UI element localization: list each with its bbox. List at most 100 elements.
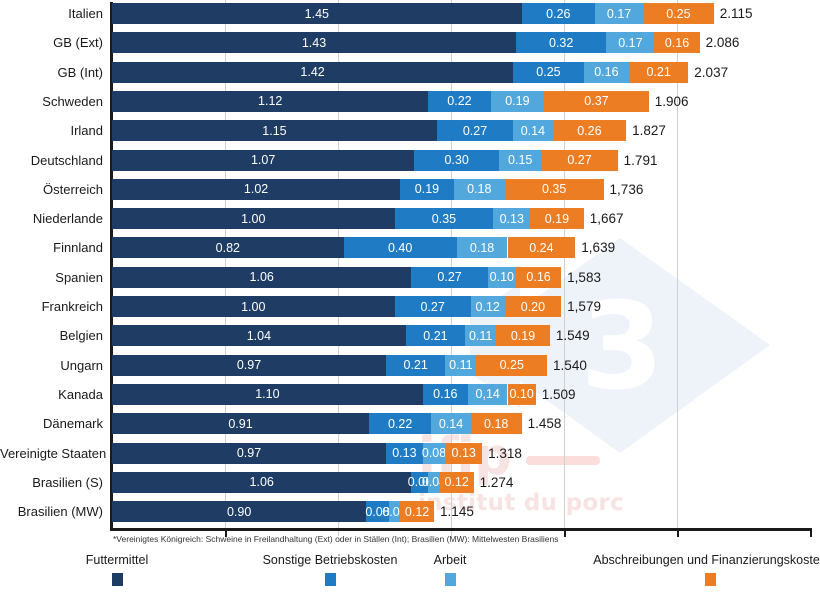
bar-total-label: 1,579 (567, 299, 601, 314)
bar-segment: 1.43 (112, 32, 516, 54)
bar-segment-value: 0.16 (526, 270, 551, 285)
bar-segment: 0.14 (431, 413, 471, 435)
bar-segment-value: 0.22 (447, 94, 472, 109)
bar-total-label: 1.318 (488, 445, 522, 461)
bar-segment-value: 0.32 (548, 35, 574, 50)
category-label: Irland (70, 123, 103, 139)
category-label: Österreich (43, 181, 103, 197)
bar-segment: 1.00 (112, 296, 395, 317)
bar-segment-value: 0.19 (414, 182, 440, 197)
bar-segment: 0,14 (467, 383, 508, 405)
bar-segment-value: 1.00 (241, 299, 266, 314)
bar-segment: 0.26 (521, 3, 596, 24)
bar-row: Italien 1.45 0.26 0.17 0.25 2.115 (0, 3, 820, 24)
bar-segment-value: 0.17 (606, 6, 632, 21)
bar-segment: 0.21 (405, 325, 466, 347)
bar-segment-value: 0.27 (420, 299, 445, 314)
bar-segment-value: 0.17 (618, 35, 643, 50)
bar-segment-value: 0.19 (544, 211, 570, 226)
legend-label: Futtermittel (85, 553, 149, 567)
bar-segment: 1.00 (112, 208, 395, 230)
bar-segment: 0.82 (112, 237, 344, 259)
bar-segment-value: 0.30 (444, 153, 469, 167)
bar-segment-value: 0.16 (594, 65, 619, 80)
legend-label: Arbeit (433, 553, 467, 567)
gridline (564, 0, 565, 536)
bar-segment-value: 0.90 (226, 504, 252, 519)
bar-total-label: 1.540 (553, 357, 587, 373)
category-label: Finnland (53, 240, 103, 256)
bar-segment-value: 0.91 (228, 416, 253, 431)
chart-legend: Futtermittel Sonstige Betriebskosten Arbei… (0, 552, 820, 592)
bar-segment: 0.16 (583, 61, 629, 83)
legend-label: Abschreibungen und Finanzierungskosten (593, 553, 820, 567)
bar-segment-value: 0.25 (499, 358, 524, 373)
stacked-bar: 1.07 0.30 0.15 0.27 1.791 (112, 149, 657, 171)
bar-segment: 0.13 (386, 442, 423, 464)
bar-total-label: 1,583 (567, 269, 601, 285)
legend-item[interactable]: Sonstige Betriebskosten (220, 552, 440, 586)
bar-segment-value: 0.82 (215, 240, 240, 255)
bar-segment: 0.40 (343, 237, 457, 259)
bar-segment: 0.97 (112, 354, 387, 376)
stacked-bar: 1.04 0.21 0.11 0.19 1.549 (112, 325, 590, 347)
bar-segment-value: 1.07 (250, 153, 276, 167)
legend-label: Sonstige Betriebskosten (262, 553, 398, 567)
bar-segment-value: 1.10 (255, 387, 280, 402)
bar-segment-value: 1.43 (301, 35, 327, 50)
bar-segment-value: 1.06 (249, 270, 274, 285)
bar-row: Kanada 1.10 0.16 0,14 0.10 1.509 (0, 383, 820, 405)
bar-segment-value: 0.97 (236, 358, 262, 373)
bar-row: Deutschland 1.07 0.30 0.15 0.27 1.791 (0, 149, 820, 171)
bar-segment: 0.16 (422, 383, 468, 405)
stacked-bar: 0.82 0.40 0.18 0.24 1,639 (112, 237, 615, 259)
bar-row: Brasilien (MW) 0.90 0.08 0.04 0.12 1.145 (0, 501, 820, 523)
legend-item[interactable]: Abschreibungen und Finanzierungskosten (590, 552, 820, 586)
bar-segment-value: 0.26 (546, 6, 571, 21)
bar-total-label: 1.458 (527, 416, 562, 432)
gridline (677, 0, 678, 536)
bar-segment: 0.12 (400, 501, 435, 523)
bar-total-label: 1.791 (623, 152, 658, 168)
bar-segment: 0.37 (544, 90, 649, 112)
bar-total-label: 1.509 (541, 386, 576, 402)
bar-row: Schweden 1.12 0.22 0.19 0.37 1.906 (0, 90, 820, 112)
legend-item[interactable]: Arbeit (390, 552, 510, 586)
bar-segment-value: 0.21 (403, 358, 428, 373)
x-axis-tick (677, 528, 679, 537)
stacked-bar: 1.00 0.27 0.12 0.20 1,579 (112, 296, 601, 317)
category-label: Kanada (58, 386, 103, 402)
bar-total-label: 2.115 (719, 6, 753, 21)
bar-segment: 0.04 (422, 471, 446, 493)
bar-segment: 0.12 (470, 296, 505, 317)
bar-row: Ungarn 0.97 0.21 0.11 0.25 1.540 (0, 354, 820, 376)
bar-segment: 0.27 (541, 149, 618, 171)
bar-segment-value: 0.18 (467, 182, 492, 197)
category-label: Italien (68, 6, 103, 21)
bar-segment-value: 1.04 (246, 328, 272, 343)
bar-segment: 0.21 (386, 354, 446, 376)
category-label: Brasilien (S) (32, 474, 103, 490)
bar-segment-value: 0.40 (387, 240, 413, 255)
bar-segment-value: 0.27 (567, 153, 592, 167)
legend-item[interactable]: Futtermittel (27, 552, 207, 586)
category-label: Vereinigte Staaten (0, 445, 107, 461)
bar-segment: 0.35 (394, 208, 494, 230)
bar-segment: 0.17 (595, 3, 644, 24)
bar-segment: 0.11 (445, 354, 477, 376)
bar-segment: 0.08 (422, 442, 446, 464)
bar-segment-value: 0.19 (510, 328, 536, 343)
category-label: Dänemark (43, 416, 103, 432)
bar-segment: 1.02 (112, 178, 401, 200)
bar-segment-value: 0.13 (499, 211, 524, 226)
bar-row: Frankreich 1.00 0.27 0.12 0.20 1,579 (0, 296, 820, 317)
bar-segment: 0.19 (400, 178, 454, 200)
bar-segment: 1.07 (112, 149, 415, 171)
bar-row: GB (Ext) 1.43 0.32 0.17 0.16 2.086 (0, 32, 820, 54)
bar-total-label: 1,639 (581, 240, 616, 256)
bar-segment: 0.16 (654, 32, 700, 54)
chart-footnote: *Vereinigtes Königreich: Schweine in Fre… (113, 534, 559, 544)
category-label: Frankreich (41, 299, 103, 314)
bar-segment: 0.27 (436, 120, 514, 142)
